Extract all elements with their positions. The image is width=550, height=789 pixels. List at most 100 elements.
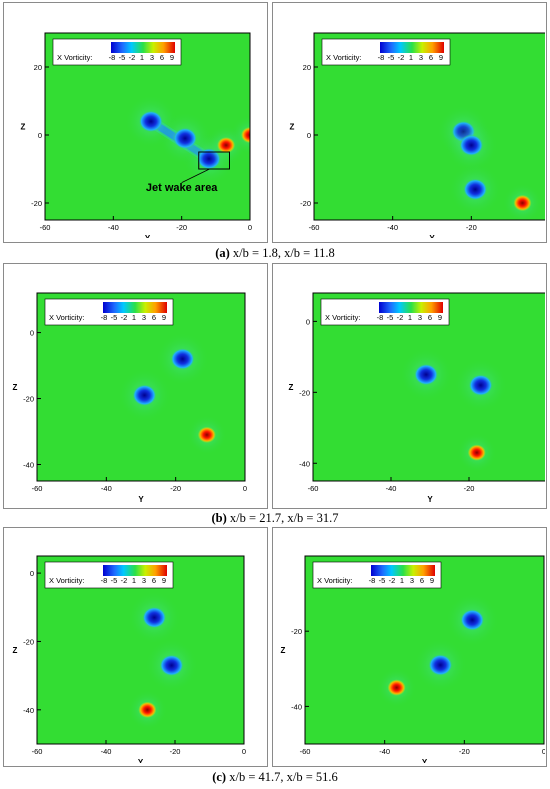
colorbar-tick: 1 bbox=[132, 313, 136, 322]
caption-text: x/b = 41.7, x/b = 51.6 bbox=[226, 770, 338, 784]
x-axis-label: Y bbox=[422, 758, 428, 763]
negative-vortex bbox=[132, 384, 157, 407]
x-tick-label: -40 bbox=[386, 484, 397, 493]
caption-c: (c) x/b = 41.7, x/b = 51.6 bbox=[0, 770, 550, 785]
vortex-layer bbox=[400, 349, 506, 472]
colorbar-gradient bbox=[103, 302, 167, 313]
y-tick-label: -20 bbox=[299, 388, 310, 397]
y-tick-label: -20 bbox=[291, 627, 302, 636]
vorticity-plot-b2: X Vorticity:-8-5-21369-60-40-2000-20-40Y… bbox=[289, 292, 545, 503]
negative-vortex bbox=[142, 606, 167, 629]
x-tick-label: -60 bbox=[300, 747, 311, 756]
annotation-leader bbox=[181, 168, 210, 183]
jet-wake-label: Jet wake area bbox=[146, 182, 218, 194]
colorbar-tick: 3 bbox=[142, 576, 146, 585]
caption-tag: (b) bbox=[211, 511, 227, 525]
colorbar-tick: 6 bbox=[428, 313, 432, 322]
plot-frame bbox=[44, 32, 251, 221]
x-tick-label: -60 bbox=[32, 747, 43, 756]
caption-b: (b) x/b = 21.7, x/b = 31.7 bbox=[0, 511, 550, 526]
colorbar-tick: 6 bbox=[152, 576, 156, 585]
caption-tag: (c) bbox=[212, 770, 227, 784]
positive-vortex bbox=[387, 679, 406, 696]
x-tick-label: -40 bbox=[379, 747, 390, 756]
colorbar-label: X Vorticity: bbox=[57, 53, 92, 62]
positive-vortex bbox=[467, 444, 486, 461]
colorbar-tick: -5 bbox=[387, 313, 394, 322]
caption-text: x/b = 21.7, x/b = 31.7 bbox=[226, 511, 339, 525]
negative-vortex bbox=[159, 654, 184, 677]
jet-wake-box bbox=[198, 151, 230, 170]
y-tick-label: 20 bbox=[34, 63, 42, 72]
colorbar-tick: 9 bbox=[430, 576, 434, 585]
y-tick-label: -20 bbox=[23, 395, 34, 404]
colorbar-tick: 1 bbox=[132, 576, 136, 585]
y-tick-label: 0 bbox=[307, 131, 311, 140]
y-axis-label: Z bbox=[281, 646, 286, 655]
y-axis-label: Z bbox=[13, 646, 18, 655]
positive-vortex bbox=[197, 426, 216, 443]
y-tick-label: 0 bbox=[306, 317, 310, 326]
colorbar-gradient bbox=[380, 42, 444, 53]
y-axis-label: Z bbox=[21, 123, 26, 132]
y-tick-label: -20 bbox=[300, 199, 311, 208]
x-tick-label: -40 bbox=[101, 484, 112, 493]
colorbar-tick: -8 bbox=[377, 313, 384, 322]
colorbar-tick: 9 bbox=[438, 313, 442, 322]
x-tick-label: -40 bbox=[108, 223, 119, 232]
vorticity-plot-a1: Jet wake area X Vorticity: -8 -5 -2 1 3 6 9 -60 -4… bbox=[21, 32, 252, 238]
negative-vortex bbox=[138, 110, 163, 133]
colorbar-tick: -5 bbox=[111, 576, 118, 585]
colorbar-label: X Vorticity: bbox=[49, 576, 84, 585]
caption-a: (a) x/b = 1.8, x/b = 11.8 bbox=[0, 246, 550, 261]
colorbar-tick: 3 bbox=[142, 313, 146, 322]
x-tick-label: 0 bbox=[243, 484, 247, 493]
colorbar-gradient bbox=[371, 565, 435, 576]
colorbar-tick: 3 bbox=[419, 53, 423, 62]
colorbar-tick: -8 bbox=[369, 576, 376, 585]
colorbar-tick: 3 bbox=[150, 53, 154, 62]
vortex-layer bbox=[128, 592, 197, 729]
colorbar-tick: 1 bbox=[408, 313, 412, 322]
colorbar-tick: 6 bbox=[429, 53, 433, 62]
negative-vortex bbox=[459, 134, 484, 156]
y-tick-label: 0 bbox=[38, 131, 42, 140]
negative-vortex bbox=[460, 609, 485, 631]
x-axis-label: Y bbox=[427, 495, 433, 503]
colorbar-tick: -5 bbox=[379, 576, 386, 585]
colorbar-label: X Vorticity: bbox=[49, 313, 84, 322]
x-tick-label: -60 bbox=[308, 484, 319, 493]
caption-tag: (a) bbox=[215, 246, 230, 260]
x-tick-label: -40 bbox=[101, 747, 112, 756]
vorticity-plot-b1: X Vorticity: -8 -5 -2 1 3 6 9 -60 -40 -20 0 0 -20 -40 Y… bbox=[13, 292, 247, 503]
negative-vortex bbox=[170, 348, 195, 370]
x-tick-label: -40 bbox=[387, 223, 398, 232]
y-axis-label: Z bbox=[290, 123, 295, 132]
colorbar-label: X Vorticity: bbox=[325, 313, 360, 322]
colorbar-tick: 3 bbox=[410, 576, 414, 585]
negative-vortex bbox=[463, 178, 488, 201]
x-axis-label: Y bbox=[138, 495, 144, 503]
colorbar-tick: 9 bbox=[439, 53, 443, 62]
colorbar-tick: -2 bbox=[121, 576, 128, 585]
colorbar-tick: 6 bbox=[152, 313, 156, 322]
negative-vortex bbox=[414, 363, 439, 386]
x-tick-label: -20 bbox=[176, 223, 187, 232]
x-tick-label: -20 bbox=[170, 484, 181, 493]
x-tick-label: 0 bbox=[542, 747, 545, 756]
x-tick-label: -60 bbox=[40, 223, 51, 232]
x-tick-label: -60 bbox=[309, 223, 320, 232]
x-axis-label: Y bbox=[429, 234, 435, 238]
y-tick-label: 0 bbox=[30, 329, 34, 338]
vortex-layer bbox=[119, 333, 226, 454]
x-tick-label: -20 bbox=[464, 484, 475, 493]
plot-frame bbox=[304, 555, 545, 745]
colorbar-tick: -8 bbox=[101, 576, 108, 585]
vortex-layer bbox=[438, 106, 542, 220]
colorbar-tick: -2 bbox=[397, 313, 404, 322]
positive-vortex bbox=[138, 701, 157, 718]
colorbar-tick: 9 bbox=[170, 53, 174, 62]
plot-frame bbox=[36, 292, 246, 482]
x-tick-label: 0 bbox=[242, 747, 246, 756]
